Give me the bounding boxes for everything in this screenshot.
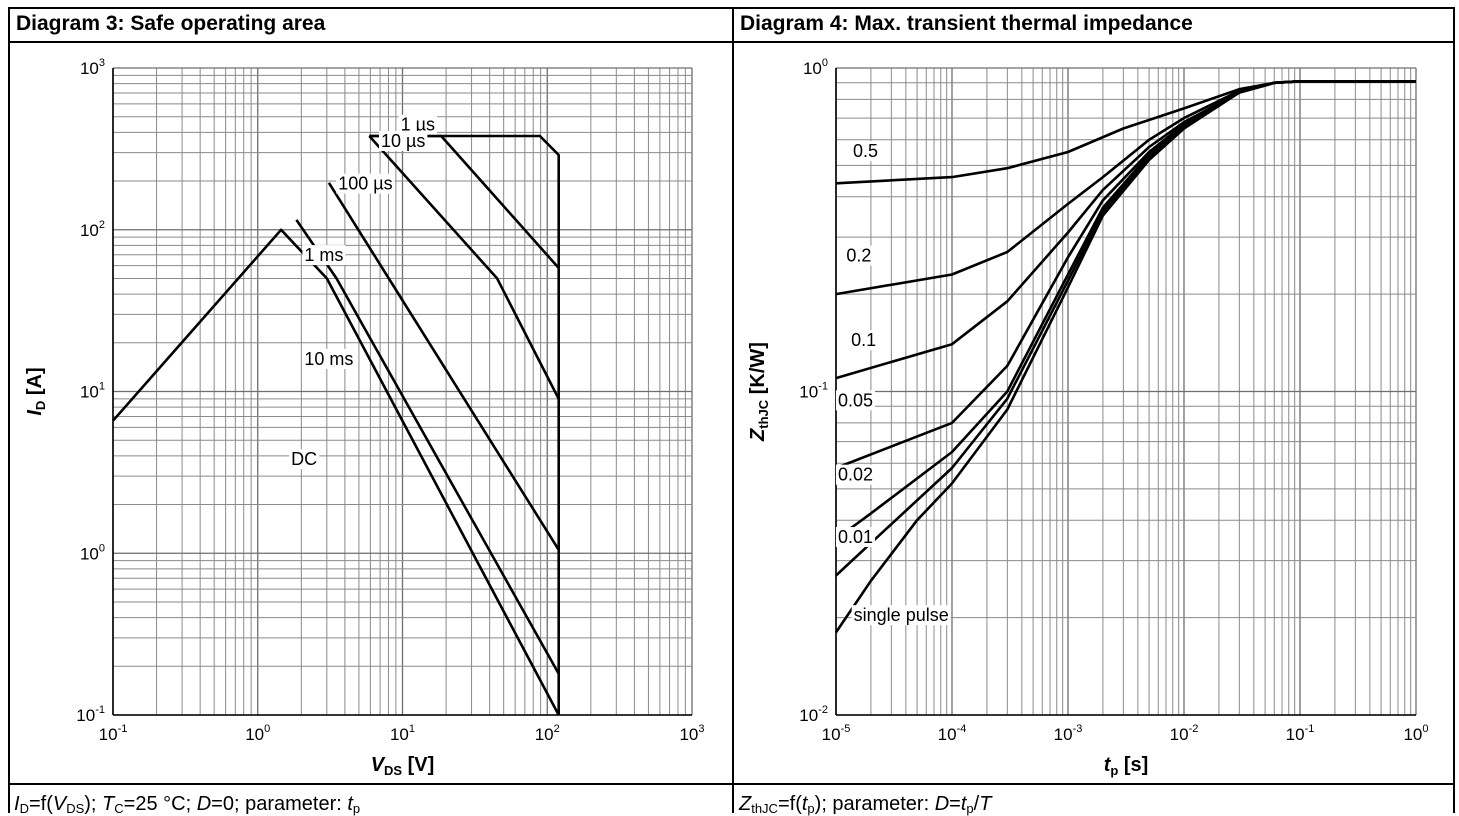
frame-middle bbox=[732, 7, 734, 813]
frame-title-divider bbox=[8, 41, 1455, 43]
frame-right bbox=[1453, 7, 1455, 813]
caption-text: =25 °C; bbox=[123, 793, 197, 815]
caption-symbol: t bbox=[801, 793, 808, 815]
series-line bbox=[835, 80, 1416, 541]
caption-text: ); bbox=[84, 793, 103, 815]
series-label-background bbox=[835, 527, 876, 548]
caption-symbol: T bbox=[979, 793, 992, 815]
series-label-background bbox=[850, 141, 880, 162]
right-panel-title: Diagram 4: Max. transient thermal impeda… bbox=[740, 12, 1193, 35]
series-line bbox=[834, 80, 1416, 634]
series-label-background bbox=[289, 449, 320, 470]
series-label: 10 µs bbox=[381, 131, 425, 151]
caption-subscript: thJC bbox=[751, 801, 778, 816]
caption-symbol: t bbox=[347, 793, 353, 815]
series-line bbox=[327, 182, 560, 551]
series-label-background bbox=[849, 330, 879, 351]
frame-caption-divider bbox=[8, 783, 1455, 785]
series-line bbox=[369, 134, 560, 715]
series-label-background bbox=[398, 114, 437, 135]
series-label-background bbox=[835, 464, 876, 485]
x-tick-label: 10-4 bbox=[938, 723, 967, 744]
x-tick-label: 100 bbox=[245, 723, 270, 744]
series-label: 1 ms bbox=[304, 245, 343, 265]
x-tick-label: 10-5 bbox=[822, 723, 851, 744]
caption-subscript: C bbox=[114, 801, 124, 816]
y-tick-label: 103 bbox=[80, 57, 105, 78]
caption-symbol: Z bbox=[739, 793, 752, 815]
series-label-background bbox=[378, 130, 428, 151]
x-tick-label: 103 bbox=[679, 723, 704, 744]
x-tick-label: 101 bbox=[390, 723, 415, 744]
left-panel-title: Diagram 3: Safe operating area bbox=[16, 12, 326, 35]
series-label: 0.2 bbox=[846, 246, 871, 266]
y-tick-label: 10-2 bbox=[799, 704, 828, 725]
caption-symbol: t bbox=[960, 793, 967, 815]
x-tick-label: 10-1 bbox=[99, 723, 128, 744]
frame-left bbox=[8, 7, 10, 813]
series-label-background bbox=[302, 245, 346, 266]
right-panel-caption: ZthJC=f(tp); parameter: D=tp/T bbox=[739, 793, 991, 816]
series-label: 0.1 bbox=[851, 330, 876, 350]
series-label: 0.5 bbox=[853, 141, 878, 161]
x-tick-label: 102 bbox=[535, 723, 560, 744]
series-line bbox=[835, 80, 1416, 577]
caption-subscript: D bbox=[19, 801, 29, 816]
series-label: DC bbox=[291, 449, 317, 469]
caption-symbol: D bbox=[934, 793, 950, 815]
caption-symbol: I bbox=[14, 793, 20, 815]
caption-text: / bbox=[973, 793, 980, 815]
caption-symbol: V bbox=[52, 793, 67, 815]
caption-symbol: D bbox=[196, 793, 212, 815]
series-label: single pulse bbox=[854, 605, 949, 625]
caption-text: =0; parameter: bbox=[211, 793, 348, 815]
series-label: 1 µs bbox=[401, 115, 435, 135]
x-axis-title: VDS [V] bbox=[371, 754, 435, 778]
caption-text: =f( bbox=[777, 793, 802, 815]
caption-subscript: p bbox=[352, 801, 361, 816]
y-tick-label: 102 bbox=[80, 219, 105, 240]
caption-text: =f( bbox=[28, 793, 53, 815]
series-label-background bbox=[835, 390, 876, 411]
frame-top bbox=[8, 7, 1455, 9]
y-axis-title: ID [A] bbox=[24, 367, 48, 415]
series-label-background bbox=[336, 173, 395, 194]
series-line bbox=[835, 80, 1416, 380]
caption-text: ); parameter: bbox=[814, 793, 935, 815]
caption-symbol: T bbox=[102, 793, 115, 815]
y-tick-label: 100 bbox=[80, 542, 105, 563]
series-label-background bbox=[302, 348, 356, 369]
x-tick-label: 10-3 bbox=[1054, 723, 1083, 744]
series-label: 10 ms bbox=[304, 349, 353, 369]
y-tick-label: 10-1 bbox=[76, 704, 105, 725]
x-tick-label: 10-1 bbox=[1286, 723, 1315, 744]
series-label-background bbox=[851, 605, 951, 626]
series-label: 0.05 bbox=[838, 390, 873, 410]
caption-text: = bbox=[949, 793, 961, 815]
x-axis-title: tp [s] bbox=[1104, 754, 1149, 778]
series-label: 0.01 bbox=[838, 527, 873, 547]
series-label: 0.02 bbox=[838, 465, 873, 485]
y-tick-label: 10-1 bbox=[799, 381, 828, 402]
series-line bbox=[368, 135, 560, 400]
y-axis-title: ZthJC [K/W] bbox=[747, 342, 771, 442]
caption-subscript: DS bbox=[66, 801, 85, 816]
series-label: 100 µs bbox=[338, 174, 392, 194]
y-tick-label: 100 bbox=[803, 57, 828, 78]
x-tick-label: 10-2 bbox=[1170, 723, 1199, 744]
caption-subscript: p bbox=[966, 801, 974, 816]
series-label-background bbox=[844, 245, 874, 266]
y-tick-label: 101 bbox=[80, 381, 105, 402]
series-line bbox=[295, 219, 560, 675]
x-tick-label: 100 bbox=[1403, 723, 1428, 744]
left-panel-caption: ID=f(VDS); TC=25 °C; D=0; parameter: tp bbox=[14, 793, 360, 816]
caption-subscript: p bbox=[807, 801, 815, 816]
datasheet-sheet: Diagram 3: Safe operating area Diagram 4… bbox=[8, 7, 1456, 816]
